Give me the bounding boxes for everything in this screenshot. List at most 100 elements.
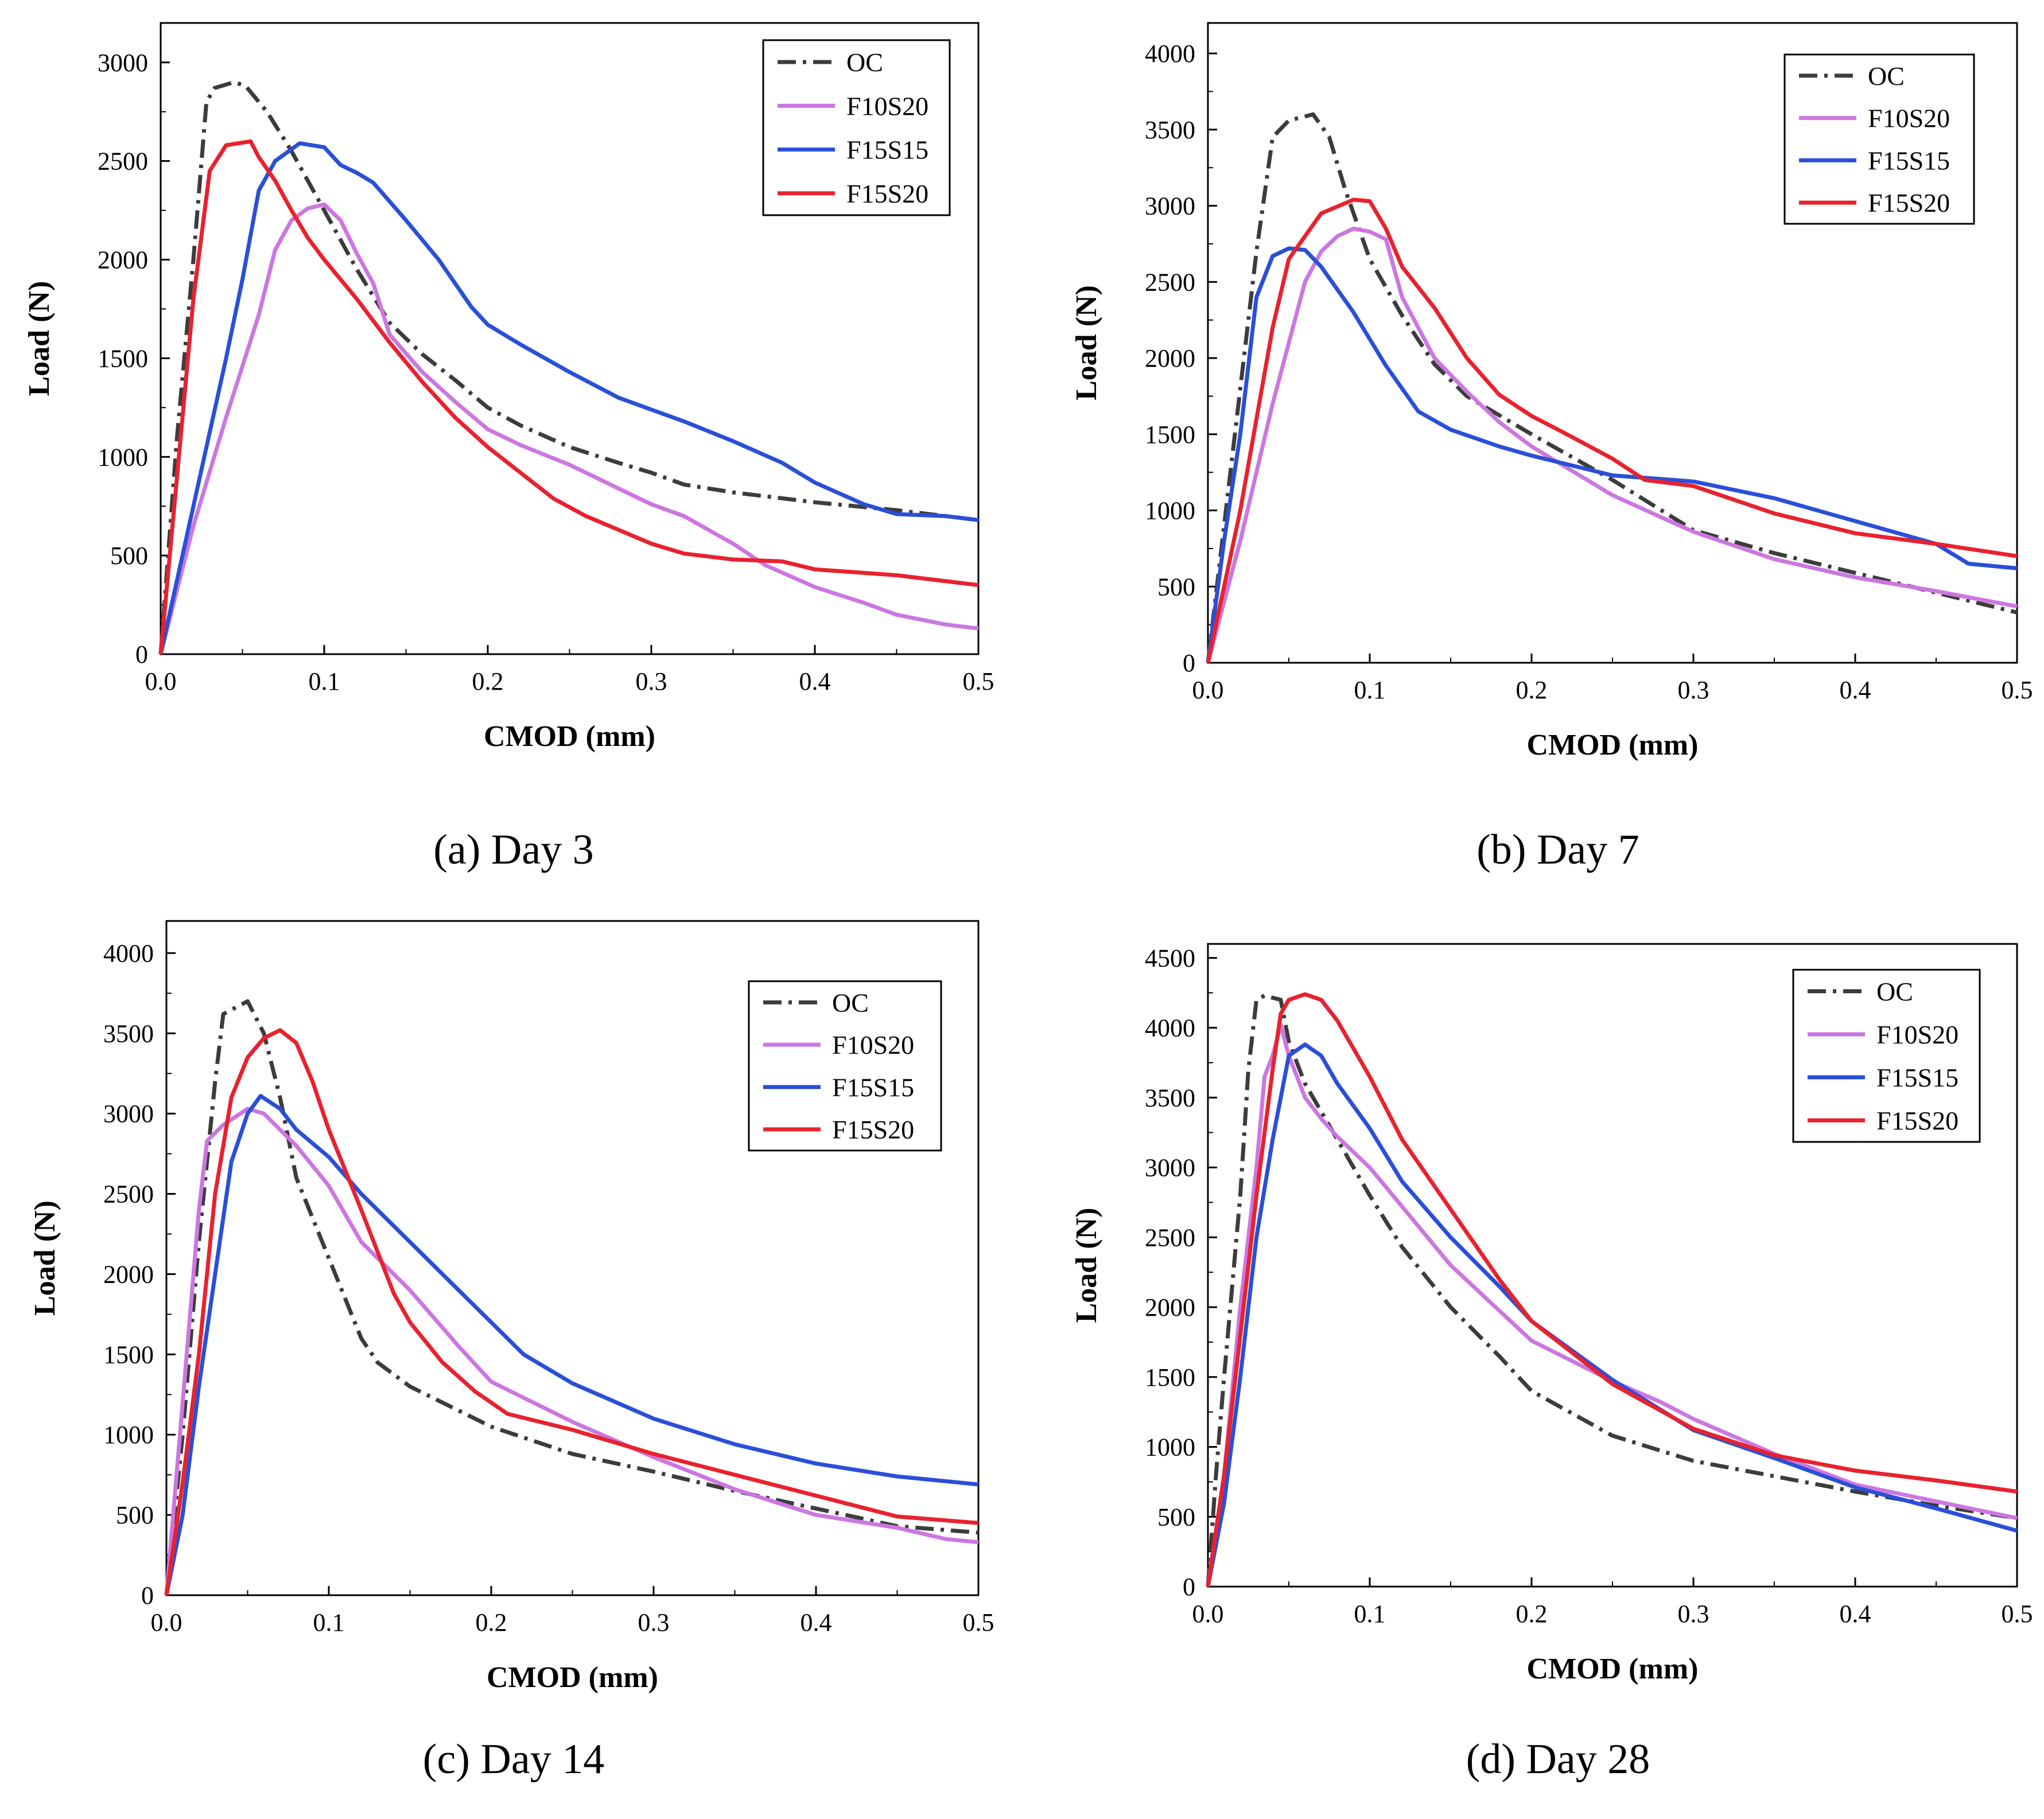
y-tick-label: 1000 xyxy=(98,443,148,471)
legend-label: F15S15 xyxy=(846,135,928,165)
legend-label: OC xyxy=(846,48,883,77)
series-line-f15s15 xyxy=(1206,1042,2018,1587)
x-tick-label: 0.5 xyxy=(963,1608,994,1637)
y-tick-label: 500 xyxy=(1157,1503,1195,1531)
legend: OC F10S20 F15S15 F15S20 xyxy=(1792,969,1981,1143)
chart-panel-3: 0.0 0.1 0.2 0.3 0.4 0.5 0 500 1000 1500 2000 2500 30… xyxy=(29,920,994,1783)
panel-caption: (d) Day 28 xyxy=(1466,1736,1650,1783)
x-axis-label: CMOD (mm) xyxy=(484,720,655,753)
x-tick-label: 0.2 xyxy=(1516,1600,1548,1628)
y-axis-label: Load (N) xyxy=(1070,1208,1103,1323)
x-tick-label: 0.1 xyxy=(1354,676,1386,704)
y-tick-label: 3000 xyxy=(1145,1154,1195,1182)
y-tick-label: 3500 xyxy=(103,1020,154,1048)
y-tick-label: 2000 xyxy=(103,1260,154,1288)
series-line-oc xyxy=(164,999,979,1596)
x-tick-label: 0.3 xyxy=(1678,676,1709,704)
series-line-oc xyxy=(158,80,979,655)
x-tick-label: 0.5 xyxy=(963,667,994,695)
legend: OC F10S20 F15S15 F15S20 xyxy=(762,39,951,216)
y-axis-label: Load (N) xyxy=(23,281,56,397)
y-tick-label: 3500 xyxy=(1145,1084,1195,1112)
panel-caption: (b) Day 7 xyxy=(1476,826,1639,873)
x-axis-label: CMOD (mm) xyxy=(487,1661,658,1694)
series-line-oc xyxy=(1206,112,2018,663)
y-tick-label: 0 xyxy=(1183,649,1195,677)
legend-label: F10S20 xyxy=(832,1031,914,1060)
panel-caption: (a) Day 3 xyxy=(433,826,593,873)
y-tick-label: 2500 xyxy=(1145,1223,1195,1251)
legend-label: F15S20 xyxy=(832,1115,914,1144)
y-tick-label: 3000 xyxy=(103,1100,154,1128)
legend-label: F15S15 xyxy=(1876,1063,1958,1093)
y-tick-label: 1000 xyxy=(1145,1433,1195,1462)
series-line-f10s20 xyxy=(164,1106,979,1596)
legend-label: F15S20 xyxy=(1876,1106,1958,1136)
legend-label: F15S15 xyxy=(832,1072,914,1102)
y-tick-label: 500 xyxy=(110,542,148,570)
chart-panel-2: 0.0 0.1 0.2 0.3 0.4 0.5 0 500 1000 1500 2000 2500 30… xyxy=(1070,22,2033,873)
y-tick-label: 2000 xyxy=(98,246,148,274)
y-tick-label: 2000 xyxy=(1145,344,1195,372)
legend: OC F10S20 F15S15 F15S20 xyxy=(748,980,942,1152)
legend-box xyxy=(1783,53,1975,225)
y-axis-label: Load (N) xyxy=(29,1200,61,1316)
y-tick-label: 3000 xyxy=(1145,192,1195,220)
y-tick-label: 4000 xyxy=(103,939,154,967)
y-tick-label: 3500 xyxy=(1145,116,1195,144)
y-axis-label: Load (N) xyxy=(1070,285,1103,401)
x-tick-label: 0.0 xyxy=(145,667,177,695)
y-tick-label: 4500 xyxy=(1145,944,1195,972)
x-tick-label: 0.4 xyxy=(1840,1600,1871,1628)
x-tick-label: 0.2 xyxy=(1516,676,1548,704)
legend-label: OC xyxy=(832,988,869,1017)
y-tick-label: 3000 xyxy=(98,49,148,77)
y-tick-label: 1000 xyxy=(103,1421,154,1449)
x-tick-label: 0.0 xyxy=(151,1608,182,1637)
legend-box xyxy=(762,39,951,216)
x-tick-label: 0.2 xyxy=(472,667,504,695)
y-tick-label: 4000 xyxy=(1145,1014,1195,1042)
legend-label: F15S20 xyxy=(1868,188,1950,217)
legend-label: F10S20 xyxy=(1868,104,1950,133)
y-tick-label: 2000 xyxy=(1145,1293,1195,1322)
panel-caption: (c) Day 14 xyxy=(423,1736,604,1783)
x-tick-label: 0.4 xyxy=(799,667,831,695)
x-tick-label: 0.0 xyxy=(1192,676,1224,704)
legend-label: OC xyxy=(1876,977,1913,1006)
y-tick-label: 1500 xyxy=(103,1340,154,1369)
legend: OC F10S20 F15S15 F15S20 xyxy=(1783,53,1975,225)
x-tick-label: 0.3 xyxy=(636,667,667,695)
y-tick-label: 0 xyxy=(135,640,148,668)
x-tick-label: 0.1 xyxy=(309,667,340,695)
legend-label: F15S20 xyxy=(846,179,928,208)
y-tick-label: 2500 xyxy=(103,1180,154,1208)
series-line-f10s20 xyxy=(1206,226,2018,663)
x-tick-label: 0.3 xyxy=(638,1608,670,1637)
series-line-f15s20 xyxy=(158,139,979,655)
legend-box xyxy=(748,980,942,1152)
y-tick-label: 1500 xyxy=(1145,1363,1195,1392)
y-tick-label: 500 xyxy=(1157,573,1195,601)
series-line-f15s15 xyxy=(1206,246,2018,663)
y-tick-label: 2500 xyxy=(98,147,148,176)
x-tick-label: 0.2 xyxy=(476,1608,507,1637)
series-line-f15s20 xyxy=(1206,197,2018,663)
y-tick-label: 0 xyxy=(141,1581,154,1610)
series-line-f15s20 xyxy=(1206,992,2018,1587)
series-line-oc xyxy=(1206,993,2018,1587)
x-tick-label: 0.1 xyxy=(313,1608,345,1637)
series-line-f10s20 xyxy=(1206,1023,2018,1587)
y-tick-label: 1500 xyxy=(98,344,148,372)
y-tick-label: 0 xyxy=(1183,1573,1195,1601)
x-axis-label: CMOD (mm) xyxy=(1527,1653,1699,1685)
chart-panel-1: 0.0 0.1 0.2 0.3 0.4 0.5 0 500 1000 1500 2000 2500 30… xyxy=(23,22,994,873)
series-line-f10s20 xyxy=(158,202,979,655)
legend-label: OC xyxy=(1868,61,1905,91)
x-tick-label: 0.5 xyxy=(2002,1600,2033,1628)
y-tick-label: 1500 xyxy=(1145,421,1195,449)
y-tick-label: 4000 xyxy=(1145,40,1195,68)
series-line-f15s20 xyxy=(164,1028,979,1596)
x-tick-label: 0.0 xyxy=(1192,1600,1224,1628)
